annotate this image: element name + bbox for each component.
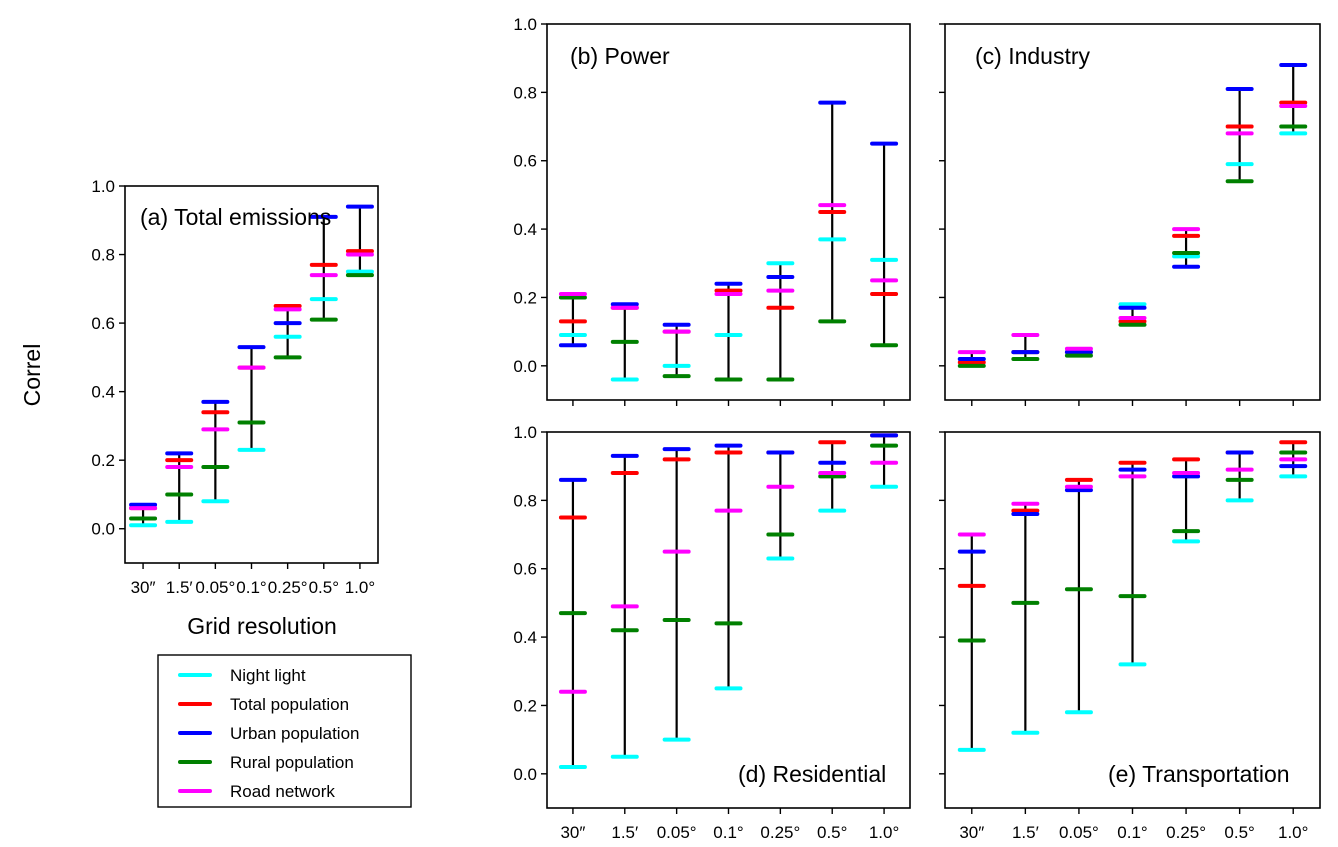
panel-a-ytick-label: 0.4 — [91, 383, 115, 402]
panel-a-ytick-label: 0.2 — [91, 451, 115, 470]
panel-b-ytick-label: 1.0 — [513, 15, 537, 34]
panel-d-xtick-label: 1.5′ — [611, 823, 638, 842]
panel-a-xtick-label: 30″ — [131, 578, 156, 597]
panel-c-title: (c) Industry — [975, 43, 1091, 69]
panel-a-xtick-label: 0.5° — [309, 578, 339, 597]
panel-d-ytick-label: 0.6 — [513, 560, 537, 579]
panel-d-ytick-label: 0.8 — [513, 491, 537, 510]
legend-label: Road network — [230, 782, 335, 801]
panel-d-xtick-label: 1.0° — [869, 823, 899, 842]
panel-d-ytick-label: 1.0 — [513, 423, 537, 442]
panel-a-title: (a) Total emissions — [140, 204, 331, 230]
panel-d-ytick-label: 0.0 — [513, 765, 537, 784]
panel-d-xtick-label: 0.05° — [657, 823, 697, 842]
panel-e-title: (e) Transportation — [1108, 761, 1290, 787]
panel-a-ytick-label: 0.8 — [91, 246, 115, 265]
panel-d-xtick-label: 0.25° — [760, 823, 800, 842]
panel-c-frame — [944, 23, 1321, 401]
panel-a-xtick-label: 0.05° — [195, 578, 235, 597]
panel-b-ytick-label: 0.4 — [513, 220, 537, 239]
panel-d-xtick-label: 30″ — [560, 823, 585, 842]
panel-e-xtick-label: 0.05° — [1059, 823, 1099, 842]
panel-e-xtick-label: 0.1° — [1117, 823, 1147, 842]
panel-e-xtick-label: 0.25° — [1166, 823, 1206, 842]
panel-d-xtick-label: 0.1° — [713, 823, 743, 842]
panel-a-ytick-label: 1.0 — [91, 177, 115, 196]
panel-a-xtick-label: 0.25° — [268, 578, 308, 597]
panel-d-ytick-label: 0.4 — [513, 628, 537, 647]
panel-d-title: (d) Residential — [738, 761, 886, 787]
panel-b-ytick-label: 0.2 — [513, 288, 537, 307]
panel-a-ytick-label: 0.6 — [91, 314, 115, 333]
panel-a-xtick-label: 0.1° — [236, 578, 266, 597]
legend-label: Urban population — [230, 724, 359, 743]
panel-b-ytick-label: 0.8 — [513, 83, 537, 102]
panel-b-ytick-label: 0.6 — [513, 152, 537, 171]
panel-e-xtick-label: 30″ — [959, 823, 984, 842]
panel-e-xtick-label: 1.5′ — [1012, 823, 1039, 842]
legend-label: Night light — [230, 666, 306, 685]
x-axis-title: Grid resolution — [187, 613, 337, 639]
panel-a-ytick-label: 0.0 — [91, 520, 115, 539]
panel-b-title: (b) Power — [570, 43, 670, 69]
panel-b-ytick-label: 0.0 — [513, 357, 537, 376]
y-axis-title: Correl — [19, 344, 45, 407]
panel-a-xtick-label: 1.0° — [345, 578, 375, 597]
panel-e-xtick-label: 0.5° — [1224, 823, 1254, 842]
legend-label: Total population — [230, 695, 349, 714]
panel-e-xtick-label: 1.0° — [1278, 823, 1308, 842]
legend-label: Rural population — [230, 753, 354, 772]
panel-a-xtick-label: 1.5′ — [166, 578, 193, 597]
panel-d-xtick-label: 0.5° — [817, 823, 847, 842]
panel-d-ytick-label: 0.2 — [513, 696, 537, 715]
